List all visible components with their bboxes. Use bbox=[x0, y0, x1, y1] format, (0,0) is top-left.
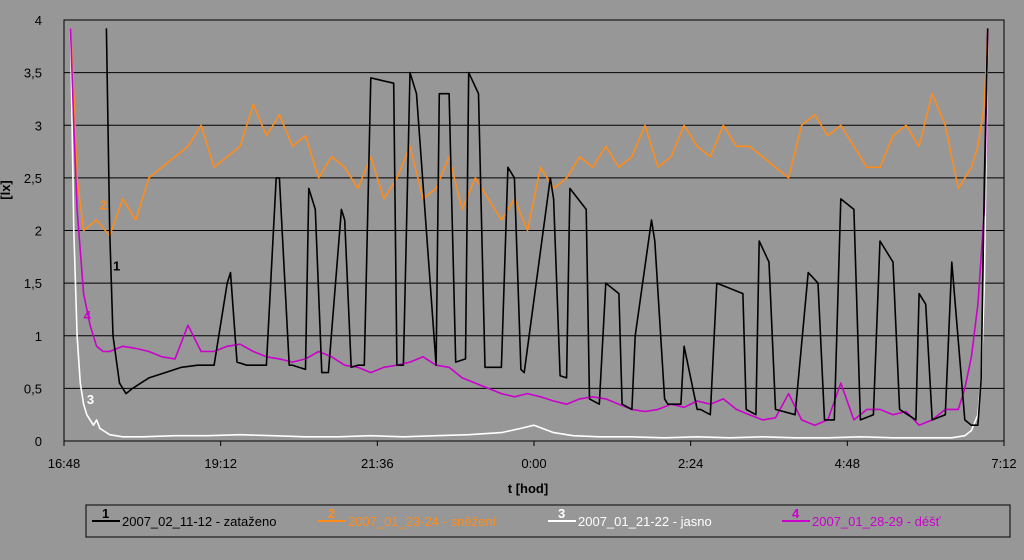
y-tick-label: 0 bbox=[35, 434, 42, 449]
x-tick-label: 19:12 bbox=[204, 456, 237, 471]
y-tick-label: 1,5 bbox=[24, 276, 42, 291]
y-tick-label: 1 bbox=[35, 329, 42, 344]
y-tick-label: 3,5 bbox=[24, 66, 42, 81]
x-axis-title: t [hod] bbox=[508, 481, 548, 496]
legend-number-2: 2 bbox=[328, 506, 335, 521]
legend-entry-2: 2007_01_23-24 - sněžení bbox=[348, 514, 497, 529]
series-number-label-1: 1 bbox=[113, 258, 120, 273]
x-tick-label: 0:00 bbox=[521, 456, 546, 471]
x-tick-label: 2:24 bbox=[678, 456, 703, 471]
y-tick-label: 2,5 bbox=[24, 171, 42, 186]
legend-number-3: 3 bbox=[558, 506, 565, 521]
y-tick-labels: 0 0,5 1 1,5 2 2,5 3 3,5 4 bbox=[24, 13, 42, 449]
x-tick-label: 16:48 bbox=[48, 456, 81, 471]
series-line-2 bbox=[69, 28, 989, 237]
y-tick-label: 0,5 bbox=[24, 381, 42, 396]
legend: 1 2007_02_11-12 - zataženo 2 2007_01_23-24 … bbox=[85, 504, 1011, 538]
series-lines bbox=[69, 28, 989, 439]
x-tick-label: 4:48 bbox=[835, 456, 860, 471]
series-number-labels: 1 2 3 4 bbox=[84, 197, 121, 407]
legend-entry-1: 2007_02_11-12 - zataženo bbox=[122, 514, 276, 529]
legend-entry-4: 2007_01_28-29 - déšť bbox=[812, 514, 941, 529]
x-tick-label: 7:12 bbox=[991, 456, 1016, 471]
series-line-1 bbox=[105, 28, 989, 427]
legend-number-1: 1 bbox=[102, 506, 109, 521]
y-axis-title: [lx] bbox=[0, 180, 13, 200]
legend-entry-3: 2007_01_21-22 - jasno bbox=[578, 514, 712, 529]
y-tick-label: 3 bbox=[35, 118, 42, 133]
y-tick-label: 2 bbox=[35, 224, 42, 239]
series-line-4 bbox=[69, 28, 989, 427]
legend-box bbox=[85, 504, 1011, 538]
y-tick-label: 4 bbox=[35, 13, 42, 28]
series-number-label-4: 4 bbox=[84, 308, 92, 323]
legend-number-4: 4 bbox=[792, 506, 800, 521]
x-tick-labels: 16:48 19:12 21:36 0:00 2:24 4:48 7:12 bbox=[48, 441, 1017, 471]
series-number-label-2: 2 bbox=[100, 197, 107, 212]
series-line-3 bbox=[69, 28, 989, 439]
x-tick-label: 21:36 bbox=[361, 456, 394, 471]
series-number-label-3: 3 bbox=[87, 392, 94, 407]
